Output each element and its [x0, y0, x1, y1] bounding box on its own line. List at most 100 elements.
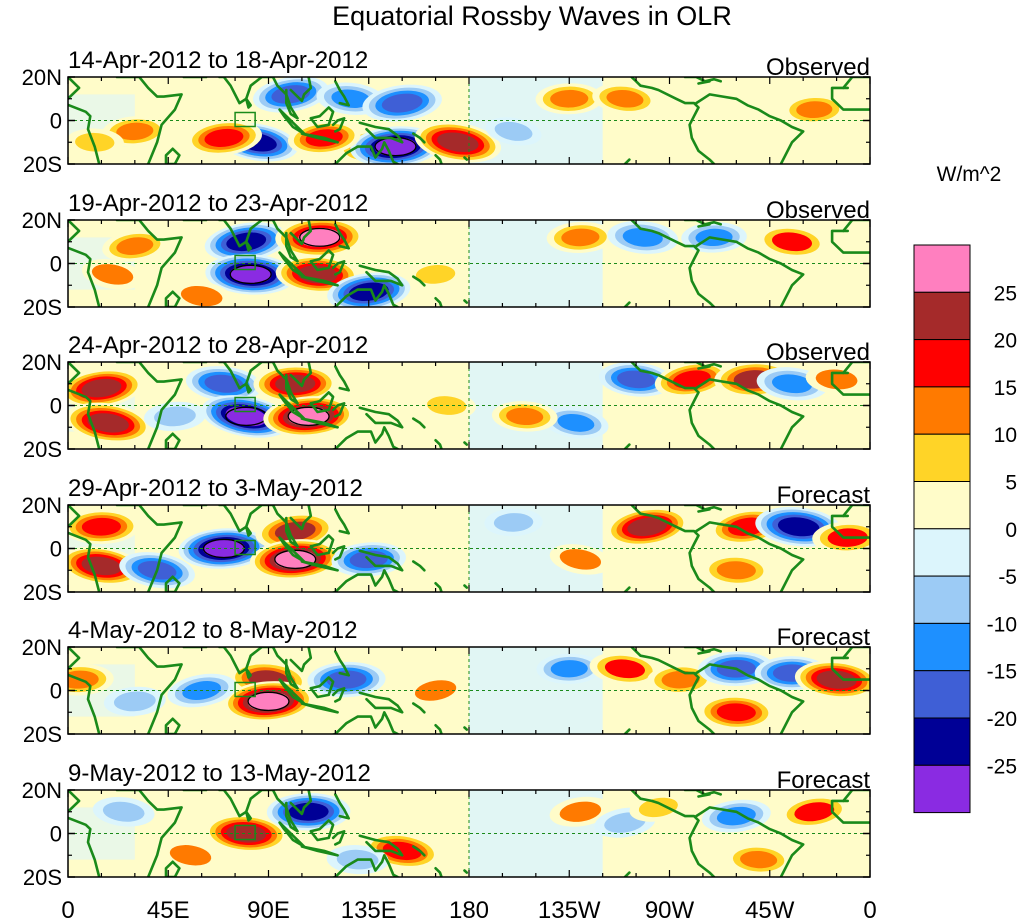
coastline	[309, 249, 335, 272]
coastline	[463, 869, 469, 874]
coastline	[289, 505, 313, 531]
extreme-contour-outline	[229, 264, 272, 285]
anomaly-contour	[627, 517, 668, 537]
coastline	[463, 156, 469, 161]
y-tick-label: 0	[50, 679, 62, 704]
colorbar-label: -20	[987, 708, 1017, 731]
anomaly-contour	[771, 232, 813, 252]
colorbar-label: -5	[998, 566, 1017, 589]
colorbar-swatch	[913, 291, 971, 341]
coastline	[68, 362, 101, 449]
x-tick-label: 180	[449, 897, 489, 922]
coastline	[164, 147, 181, 164]
colorbar-label: -15	[987, 661, 1017, 684]
x-tick-label: 45W	[745, 897, 795, 922]
coastline	[164, 432, 181, 449]
coastline	[630, 220, 716, 307]
coastline	[164, 290, 181, 307]
coastline	[289, 77, 313, 103]
anomaly-contour	[169, 845, 212, 866]
coastline	[271, 505, 299, 548]
anomaly-contour	[91, 264, 134, 285]
anomaly-contour	[226, 824, 267, 843]
coastline	[697, 223, 711, 228]
coastline	[271, 77, 299, 120]
colorbar-swatch	[913, 764, 971, 814]
panel-period: 29-Apr-2012 to 3-May-2012	[68, 475, 363, 502]
coastline	[331, 401, 346, 418]
anomaly-contour	[638, 797, 678, 818]
y-tick-label: 20S	[23, 437, 62, 462]
coastline	[630, 790, 716, 877]
coastline	[434, 581, 443, 592]
coastline	[309, 676, 335, 699]
coastline	[411, 132, 426, 144]
coastline	[244, 240, 252, 252]
colorbar-label: 5	[1005, 472, 1017, 495]
coastline	[244, 97, 252, 109]
colorbar-swatch	[913, 717, 971, 766]
panel-map	[68, 505, 870, 592]
coastline	[841, 220, 870, 233]
reference-box	[234, 254, 256, 271]
coastline	[411, 845, 426, 857]
coastline	[694, 236, 805, 307]
anomaly-contour	[622, 228, 663, 247]
anomaly-contour	[816, 670, 857, 689]
coastline	[300, 560, 339, 572]
y-tick-label: 0	[50, 394, 62, 419]
coastline	[434, 723, 443, 734]
coastline	[694, 93, 805, 164]
coastline	[841, 647, 870, 660]
anomaly-contour	[606, 89, 644, 108]
coastline	[164, 575, 181, 592]
coastline	[164, 717, 181, 734]
coastline	[331, 117, 346, 133]
anomaly-contour	[559, 801, 602, 822]
coastline	[300, 417, 339, 429]
coastline	[630, 505, 716, 592]
anomaly-contour	[716, 561, 756, 580]
coastline	[358, 834, 404, 857]
coastline	[333, 508, 351, 535]
y-tick-label: 20S	[23, 295, 62, 320]
anomaly-contour	[617, 370, 656, 389]
coastline	[841, 505, 870, 518]
coastline	[333, 365, 351, 392]
x-axis: 0 45E 90E 135E 180 135W 90W 45W 0	[61, 897, 876, 922]
coastline	[694, 378, 805, 449]
coastline	[271, 220, 299, 263]
coastline	[411, 702, 426, 714]
y-tick-label: 20S	[23, 865, 62, 890]
coastline	[68, 505, 101, 592]
coastline	[330, 710, 400, 734]
coastline	[630, 362, 716, 449]
coastline	[115, 647, 183, 734]
anomaly-contour	[771, 374, 813, 394]
anomaly-contour	[740, 850, 778, 869]
coastline	[115, 790, 183, 877]
colorbar-label: 10	[994, 424, 1017, 447]
extreme-contour-outline	[299, 227, 341, 247]
coastline	[358, 691, 404, 714]
extreme-contour-outline	[247, 691, 290, 712]
panel-map	[68, 362, 870, 449]
colorbar-units: W/m^2	[937, 163, 1002, 186]
x-tick-label: 135W	[538, 897, 601, 922]
coastline	[115, 77, 183, 164]
coastline	[697, 508, 711, 513]
panel-period: 4-May-2012 to 8-May-2012	[68, 617, 357, 644]
coastline	[358, 549, 404, 572]
coastline	[411, 417, 426, 429]
panel-period: 14-Apr-2012 to 18-Apr-2012	[68, 47, 368, 74]
x-tick-label: 135E	[341, 897, 397, 922]
y-tick-label: 0	[50, 537, 62, 562]
panel-map	[68, 790, 870, 877]
panel-map	[68, 220, 870, 307]
colorbar: W/m^2 25 20 15 10 5 0 -5 -10 -15 -20 -25	[913, 163, 1017, 814]
coastline	[333, 793, 351, 820]
anomaly-contour	[75, 132, 115, 152]
